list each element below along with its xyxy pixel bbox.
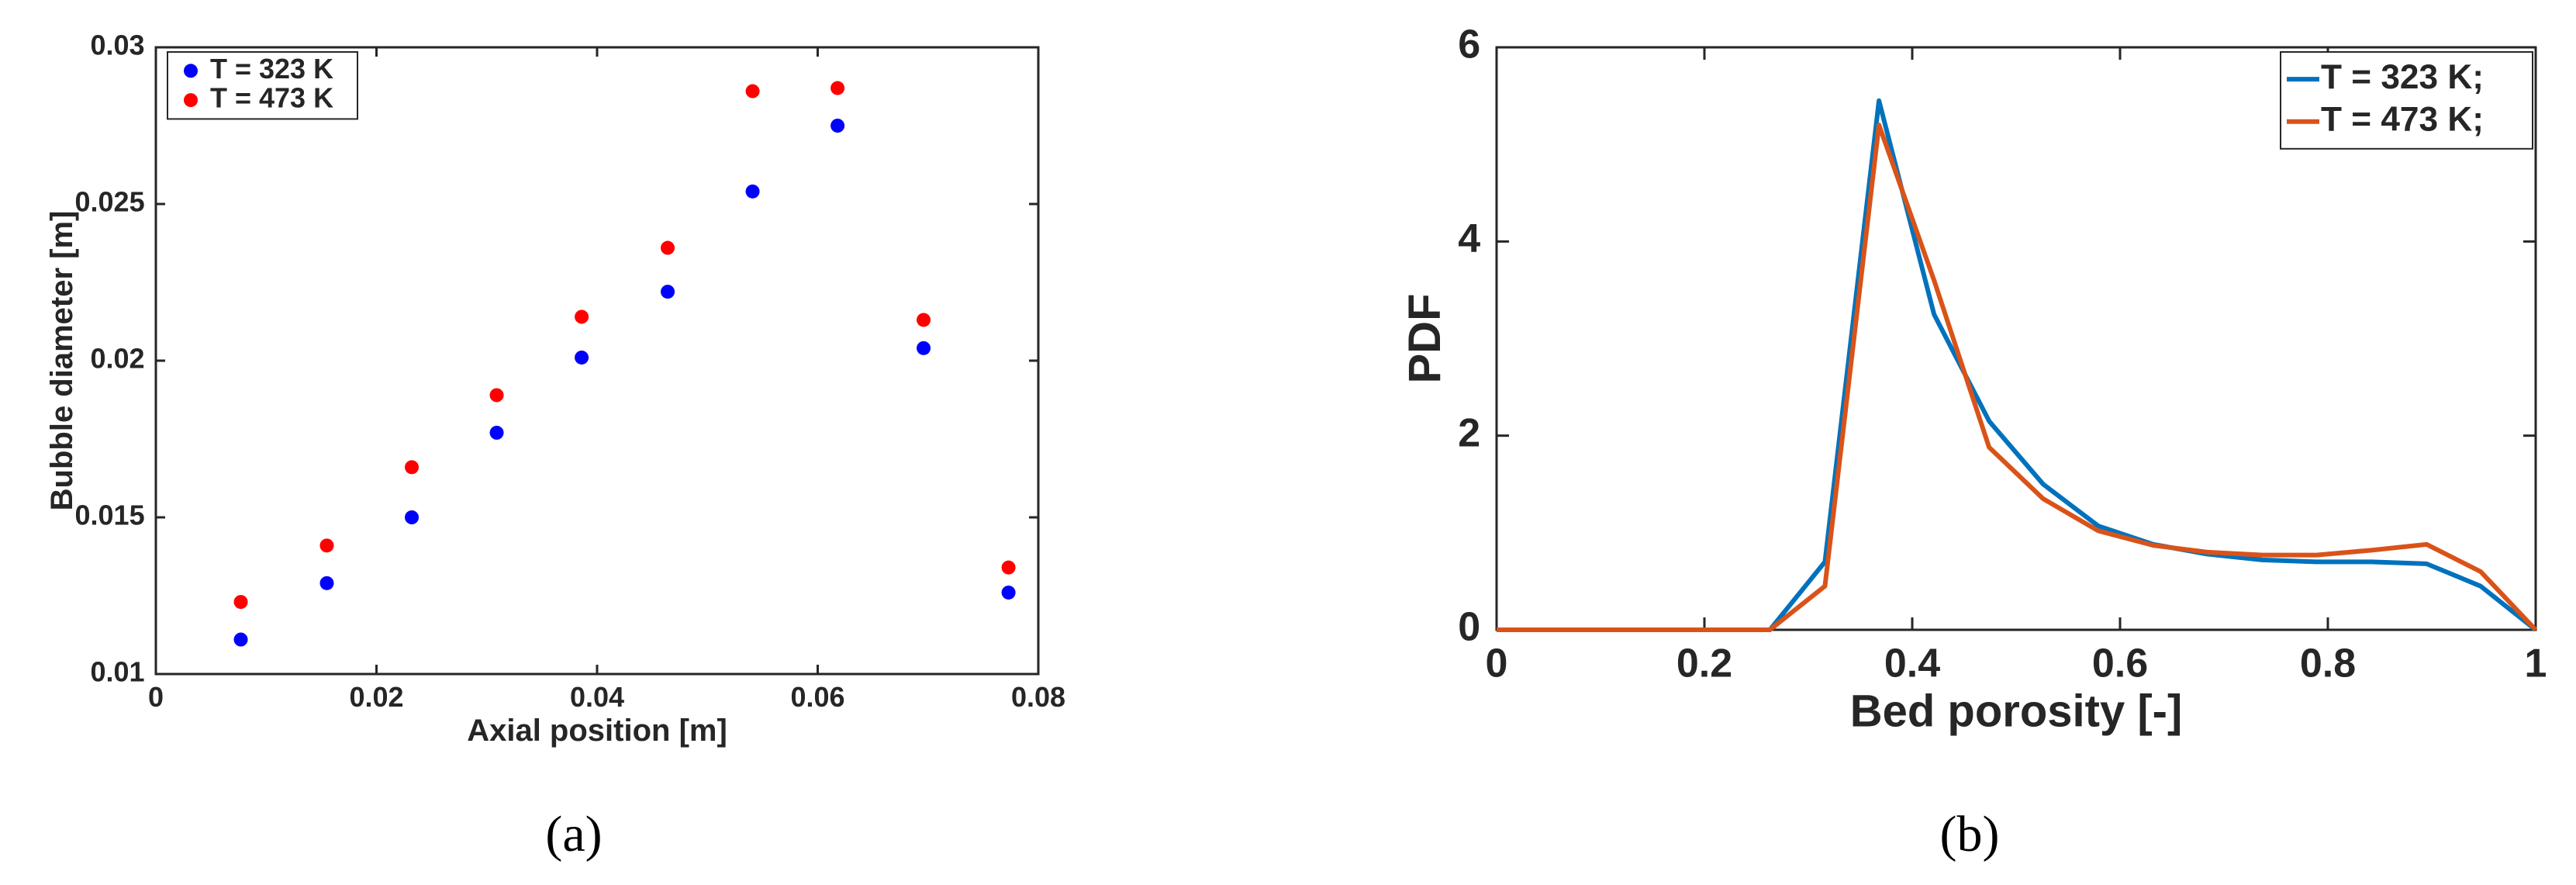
x-tick-label: 0.6 xyxy=(2092,641,2148,686)
x-tick-label: 0.04 xyxy=(570,681,624,713)
plot-frame xyxy=(154,46,1040,676)
chart: 0 0.02 0.04 0.06 0.08 0.01 0.015 0.02 0.025 0.03 A… xyxy=(45,29,1065,863)
point xyxy=(575,350,589,365)
point xyxy=(319,576,334,590)
x-tick-label: 0.08 xyxy=(1011,681,1065,713)
plot-frame xyxy=(1495,46,2537,631)
point xyxy=(917,341,931,355)
point xyxy=(233,595,248,610)
y-axis-label: Bubble diameter [m] xyxy=(45,211,79,511)
point xyxy=(489,388,504,403)
legend-box xyxy=(2280,51,2533,150)
y-tick-label: 0 xyxy=(1458,605,1480,650)
legend-marker xyxy=(184,64,198,78)
y-tick-label: 0.015 xyxy=(75,500,145,531)
y-tick-label: 0.02 xyxy=(91,343,145,375)
y-axis-label: PDF xyxy=(1400,294,1450,384)
x-tick-label: 0.4 xyxy=(1884,641,1940,686)
y-tick-label: 4 xyxy=(1458,216,1480,261)
y-tick-label: 0.01 xyxy=(91,656,145,688)
point xyxy=(830,119,845,133)
legend-label: T = 323 K xyxy=(210,53,333,85)
point xyxy=(1001,560,1016,575)
x-tick-label: 0.06 xyxy=(790,681,844,713)
point xyxy=(661,285,675,299)
x-tick-label: 0.2 xyxy=(1676,641,1732,686)
y-tick-label: 0.025 xyxy=(75,186,145,218)
point xyxy=(745,184,760,199)
point xyxy=(1001,585,1016,600)
x-axis-label: Bed porosity [-] xyxy=(1850,686,2183,737)
point xyxy=(319,538,334,553)
point xyxy=(917,313,931,327)
caption: (a) xyxy=(545,806,602,863)
line xyxy=(1497,123,2538,632)
legend-marker xyxy=(184,93,198,108)
point xyxy=(405,460,420,475)
point xyxy=(575,309,589,324)
x-tick-label: 0.02 xyxy=(349,681,403,713)
point xyxy=(830,81,845,95)
y-tick-label: 0.03 xyxy=(91,29,145,61)
chart: 0 0.2 0.4 0.6 0.8 1 0 2 4 6 Bed porosity [-] PDF (b)… xyxy=(1400,22,2547,863)
y-tick-label: 6 xyxy=(1458,22,1480,67)
legend-label: T = 473 K; xyxy=(2321,100,2484,138)
point xyxy=(661,240,675,255)
point xyxy=(489,425,504,440)
y-tick-label: 2 xyxy=(1458,410,1480,455)
x-tick-label: 0.8 xyxy=(2300,641,2356,686)
legend-box xyxy=(167,51,358,120)
x-tick-label: 0 xyxy=(1486,641,1508,686)
point xyxy=(233,632,248,647)
x-axis-label: Axial position [m] xyxy=(467,714,727,748)
legend-label: T = 473 K xyxy=(210,82,333,114)
line xyxy=(1497,98,2537,632)
caption: (b) xyxy=(1940,806,2000,863)
legend-label: T = 323 K; xyxy=(2321,58,2484,96)
point xyxy=(405,510,420,524)
point xyxy=(745,84,760,99)
x-tick-label: 0 xyxy=(148,681,164,713)
x-tick-label: 1 xyxy=(2525,641,2547,686)
